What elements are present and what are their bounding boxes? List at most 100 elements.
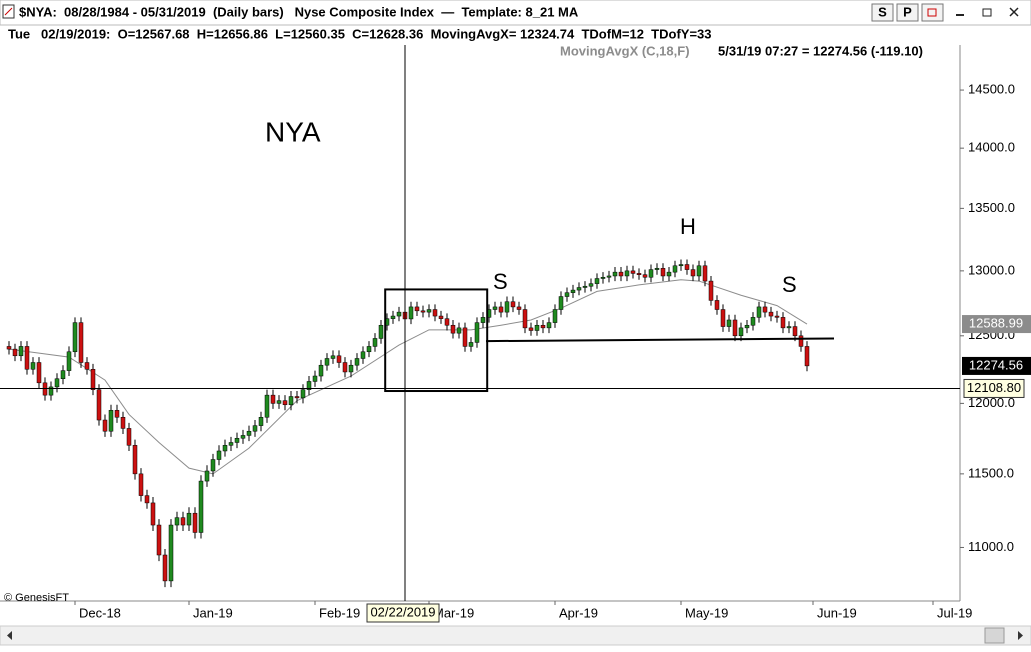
y-tick-label: 12000.0	[968, 395, 1015, 410]
candle-body	[270, 394, 276, 404]
candle-body	[504, 301, 510, 313]
crosshair-date-box	[366, 603, 440, 623]
candle-body	[708, 280, 714, 301]
candle-body	[150, 502, 156, 526]
price-label: 12274.56	[969, 357, 1023, 372]
moving-average	[8, 279, 808, 475]
candle-body	[102, 419, 108, 432]
candle-body	[630, 270, 636, 274]
candle-body	[330, 355, 336, 359]
title-bar	[0, 0, 1031, 26]
candle-body	[336, 355, 342, 363]
status-line: Tue 02/19/2019: O=12567.68 H=12656.86 L=…	[8, 26, 712, 41]
x-tick-label: Apr-19	[559, 605, 598, 620]
candle-body	[252, 425, 258, 432]
candle-body	[84, 362, 90, 370]
candle-body	[594, 278, 600, 284]
candle-body	[18, 346, 24, 357]
candle-body	[60, 370, 66, 379]
candle-body	[186, 512, 192, 526]
scroll-left[interactable]	[7, 631, 12, 640]
candle-body	[768, 311, 774, 317]
candle-body	[732, 319, 738, 337]
s-button-label[interactable]: S	[878, 4, 887, 19]
candle-body	[720, 309, 726, 327]
candle-body	[318, 364, 324, 377]
candle-body	[786, 326, 792, 329]
s-button[interactable]	[871, 3, 894, 22]
candle-body	[66, 351, 72, 371]
candle-body	[492, 306, 498, 310]
annotation-left-shoulder: S	[493, 269, 508, 294]
candle-body	[552, 309, 558, 323]
candle-body	[324, 358, 330, 366]
candle-body	[12, 348, 18, 357]
y-tick-label: 13000.0	[968, 262, 1015, 277]
candle-body	[654, 268, 660, 270]
x-tick-label: Jun-19	[817, 605, 857, 620]
candle-body	[390, 315, 396, 319]
candle-body	[762, 306, 768, 313]
candle-body	[648, 269, 654, 278]
candle-body	[696, 265, 702, 277]
candle-body	[588, 283, 594, 287]
candle-body	[522, 309, 528, 329]
candle-body	[444, 318, 450, 326]
candle-body	[288, 396, 294, 406]
p-button-label[interactable]: P	[903, 4, 912, 19]
scroll-thumb[interactable]	[984, 627, 1005, 644]
x-tick-label: Feb-19	[319, 605, 360, 620]
candle-body	[690, 269, 696, 277]
candle-body	[414, 306, 420, 312]
x-tick-label: Mar-19	[433, 605, 474, 620]
restore-button[interactable]	[982, 8, 992, 17]
scrollbar[interactable]	[0, 625, 1031, 646]
scroll-right[interactable]	[1018, 631, 1023, 640]
candle-body	[42, 382, 48, 396]
candle-body	[54, 378, 60, 388]
candle-body	[804, 346, 810, 367]
candle-body	[192, 512, 198, 533]
p-button[interactable]	[896, 3, 919, 22]
candle-body	[540, 324, 546, 329]
candle-body	[606, 275, 612, 278]
x-tick-label: Dec-18	[79, 605, 121, 620]
candle-body	[618, 271, 624, 277]
candle-body	[108, 410, 114, 432]
candle-body	[738, 327, 744, 337]
candle-body	[24, 346, 30, 370]
candle-body	[144, 495, 150, 504]
candle-body	[120, 416, 126, 429]
candle-body	[396, 311, 402, 317]
candle-body	[516, 306, 522, 310]
candle-body	[276, 400, 282, 404]
candle-body	[348, 364, 354, 373]
candle-body	[462, 327, 468, 347]
candle-body	[372, 338, 378, 347]
candle-body	[570, 289, 576, 293]
candle-body	[174, 517, 180, 526]
candle-body	[450, 324, 456, 334]
candle-body	[216, 450, 222, 460]
candle-body	[624, 270, 630, 277]
crosshair-price: 12108.80	[967, 380, 1021, 395]
credit: © GenesisFT	[4, 592, 69, 604]
candle-body	[534, 324, 540, 331]
candle-body	[426, 309, 432, 313]
candle-body	[198, 480, 204, 533]
x-tick-label: May-19	[685, 605, 728, 620]
candle-body	[660, 268, 666, 277]
close-button[interactable]	[1009, 7, 1019, 17]
candle-body	[714, 300, 720, 310]
y-tick-label: 14500.0	[968, 81, 1015, 96]
x-tick-label: Jan-19	[193, 605, 233, 620]
candle-body	[132, 445, 138, 475]
candle-body	[366, 346, 372, 353]
candle-body	[156, 524, 162, 556]
candle-body	[558, 296, 564, 310]
candle-body	[468, 342, 474, 347]
detach-button[interactable]	[921, 3, 944, 22]
candle-body	[456, 327, 462, 334]
candle-body	[222, 445, 228, 452]
